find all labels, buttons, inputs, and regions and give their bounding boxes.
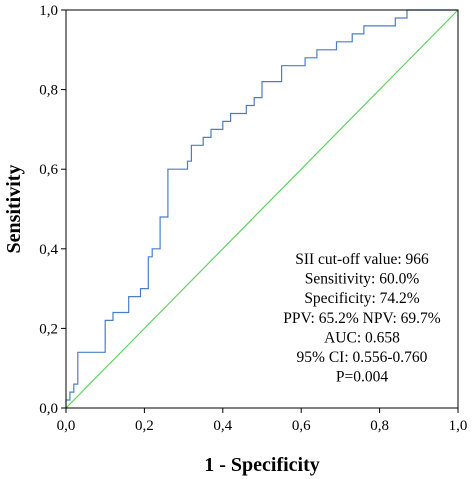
annotation-line: P=0.004 bbox=[336, 369, 388, 386]
y-tick-label: 0,4 bbox=[39, 242, 58, 258]
x-tick-label: 0,6 bbox=[292, 418, 311, 434]
x-tick-label: 0,8 bbox=[370, 418, 389, 434]
y-axis-title: Sensitivity bbox=[3, 165, 25, 254]
annotation-line: AUC: 0.658 bbox=[324, 329, 400, 346]
reference-line bbox=[65, 9, 459, 409]
y-tick-label: 0,2 bbox=[39, 321, 58, 337]
x-tick-label: 0,2 bbox=[135, 418, 154, 434]
plot-frame bbox=[65, 9, 459, 409]
y-tick-label: 1,0 bbox=[39, 3, 58, 19]
roc-curve bbox=[65, 9, 458, 408]
x-axis-title: 1 - Specificity bbox=[204, 454, 320, 476]
x-tick-label: 0,0 bbox=[57, 418, 76, 434]
annotation-line: Specificity: 74.2% bbox=[304, 290, 419, 307]
statistics-annotation: SII cut-off value: 966 Sensitivity: 60.0%… bbox=[283, 251, 441, 386]
plot-area bbox=[65, 9, 459, 409]
y-tick-label: 0,6 bbox=[39, 162, 58, 178]
axes: 0,0 0,2 0,4 0,6 0,8 1,0 0,0 0,2 0,4 0,6 0,8 1,0 bbox=[39, 3, 467, 434]
annotation-line: 95% CI: 0.556-0.760 bbox=[297, 349, 428, 366]
annotation-line: SII cut-off value: 966 bbox=[295, 251, 429, 268]
y-tick-label: 0,8 bbox=[39, 83, 58, 99]
x-tick-label: 1,0 bbox=[449, 418, 468, 434]
annotation-line: Sensitivity: 60.0% bbox=[305, 271, 420, 288]
y-tick-label: 0,0 bbox=[39, 401, 58, 417]
annotation-line: PPV: 65.2% NPV: 69.7% bbox=[283, 310, 441, 327]
x-tick-label: 0,4 bbox=[213, 418, 232, 434]
